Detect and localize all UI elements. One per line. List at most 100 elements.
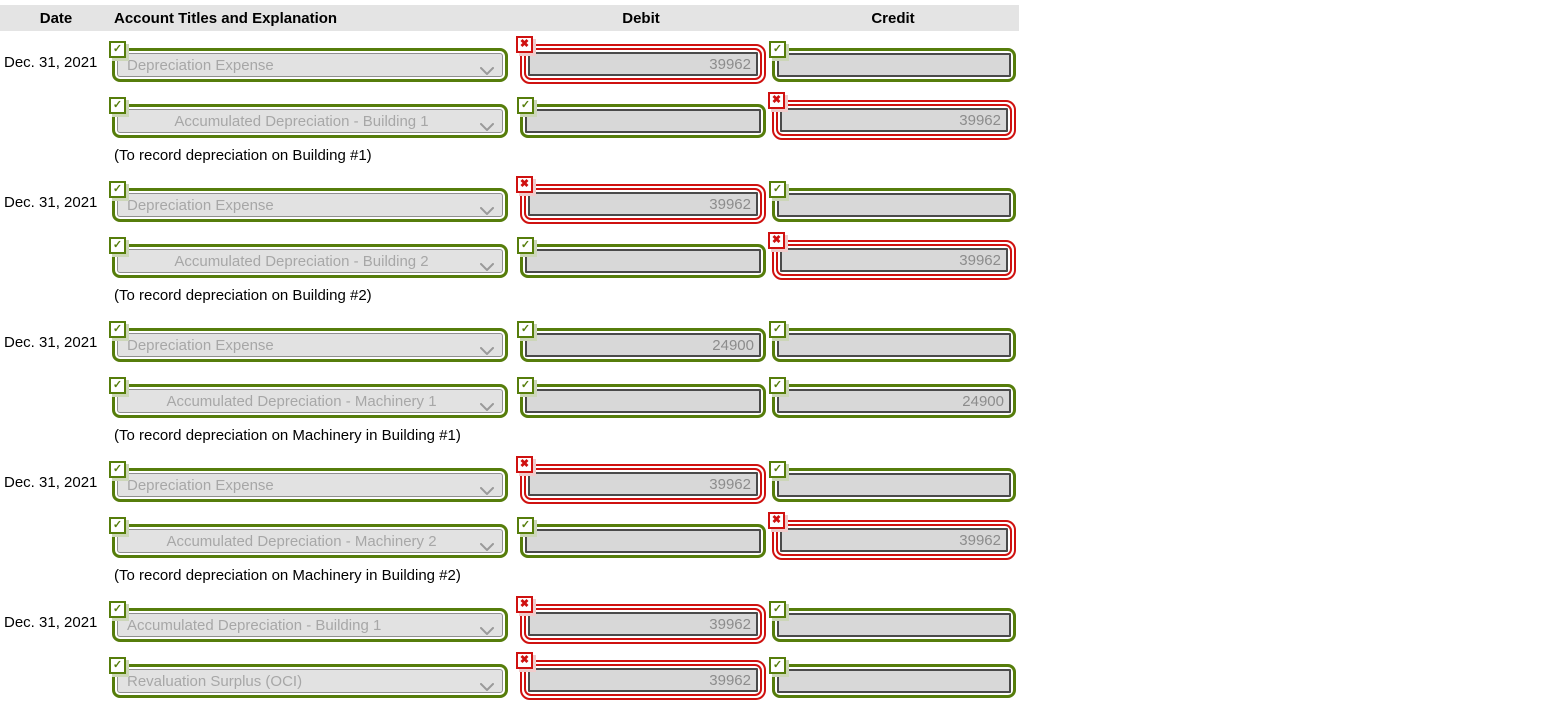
credit-input[interactable]	[780, 528, 1008, 552]
journal-line: ✓ Accumulated Depreciation - Machinery 1 ✓…	[0, 367, 1556, 423]
entry-date-cell: Dec. 31, 2021	[0, 328, 112, 351]
credit-input[interactable]	[777, 669, 1011, 693]
entry-date-cell	[0, 384, 112, 390]
debit-input[interactable]	[528, 668, 758, 692]
credit-input[interactable]	[780, 108, 1008, 132]
account-field-inner: Accumulated Depreciation - Building 2	[117, 249, 503, 273]
entry-explanation: (To record depreciation on Building #2)	[114, 287, 372, 304]
debit-field: ✖	[516, 176, 766, 224]
account-select[interactable]: Accumulated Depreciation - Machinery 2	[117, 529, 503, 553]
correct-check-icon: ✓	[109, 41, 126, 58]
credit-cell: ✓	[768, 181, 1018, 222]
incorrect-x-icon: ✖	[768, 232, 785, 249]
credit-field: ✖	[768, 92, 1016, 140]
chevron-down-icon	[480, 482, 494, 500]
credit-field: ✓	[769, 41, 1016, 82]
credit-field-inner	[777, 53, 1011, 77]
credit-cell: ✓	[768, 377, 1018, 418]
column-header-date: Date	[39, 9, 73, 27]
account-select[interactable]: Depreciation Expense	[117, 193, 503, 217]
account-select[interactable]: Revaluation Surplus (OCI)	[117, 669, 503, 693]
entry-date-cell	[0, 664, 112, 670]
debit-input[interactable]	[528, 612, 758, 636]
debit-cell: ✓	[514, 517, 768, 558]
chevron-down-icon	[480, 258, 494, 276]
credit-input[interactable]	[777, 613, 1011, 637]
credit-field-inner	[777, 473, 1011, 497]
debit-input[interactable]	[528, 52, 758, 76]
account-field-inner: Depreciation Expense	[117, 333, 503, 357]
account-field: ✓ Depreciation Expense	[109, 41, 508, 82]
entry-date: Dec. 31, 2021	[4, 474, 98, 491]
journal-line: Dec. 31, 2021✓Depreciation Expense✓✓	[0, 311, 1556, 367]
chevron-down-icon	[480, 118, 494, 136]
correct-check-icon: ✓	[109, 377, 126, 394]
credit-input[interactable]	[777, 53, 1011, 77]
entry-date-cell: Dec. 31, 2021	[0, 468, 112, 491]
entry-explanation-row: (To record depreciation on Machinery in …	[0, 423, 1556, 451]
entry-explanation: (To record depreciation on Machinery in …	[114, 567, 461, 584]
account-select[interactable]: Depreciation Expense	[117, 473, 503, 497]
correct-check-icon: ✓	[517, 377, 534, 394]
credit-cell: ✖	[768, 512, 1018, 560]
correct-check-icon: ✓	[769, 657, 786, 674]
debit-field: ✓	[517, 377, 766, 418]
account-field-inner: Depreciation Expense	[117, 473, 503, 497]
debit-input[interactable]	[525, 529, 761, 553]
chevron-down-icon	[480, 342, 494, 360]
account-field: ✓ Accumulated Depreciation - Building 2	[109, 237, 508, 278]
account-select[interactable]: Depreciation Expense	[117, 333, 503, 357]
chevron-down-icon	[480, 678, 494, 696]
credit-input[interactable]	[777, 389, 1011, 413]
debit-cell: ✓	[514, 237, 768, 278]
journal-entries: Dec. 31, 2021✓Depreciation Expense✖✓✓Acc…	[0, 31, 1556, 703]
correct-check-icon: ✓	[517, 517, 534, 534]
account-select-value: Accumulated Depreciation - Building 1	[174, 112, 429, 130]
debit-input[interactable]	[525, 389, 761, 413]
entry-date: Dec. 31, 2021	[4, 194, 98, 211]
correct-check-icon: ✓	[109, 657, 126, 674]
credit-input[interactable]	[777, 333, 1011, 357]
entry-explanation: (To record depreciation on Machinery in …	[114, 427, 461, 444]
incorrect-x-icon: ✖	[516, 456, 533, 473]
journal-line: ✓ Accumulated Depreciation - Machinery 2 ✓…	[0, 507, 1556, 563]
entry-explanation-row: (To record depreciation on Building #1)	[0, 143, 1556, 171]
incorrect-x-icon: ✖	[516, 36, 533, 53]
correct-check-icon: ✓	[109, 97, 126, 114]
credit-input[interactable]	[777, 193, 1011, 217]
account-select[interactable]: Accumulated Depreciation - Building 2	[117, 249, 503, 273]
debit-field: ✓	[517, 237, 766, 278]
chevron-down-icon	[480, 62, 494, 80]
account-cell: ✓ Accumulated Depreciation - Building 1	[109, 601, 514, 642]
debit-input[interactable]	[528, 192, 758, 216]
credit-input[interactable]	[780, 248, 1008, 272]
journal-line: Dec. 31, 2021✓Depreciation Expense✖✓	[0, 31, 1556, 87]
credit-field-inner	[777, 669, 1011, 693]
credit-field: ✓	[769, 321, 1016, 362]
debit-input[interactable]	[525, 333, 761, 357]
debit-input[interactable]	[525, 249, 761, 273]
chevron-down-icon	[480, 622, 494, 640]
account-cell: ✓ Accumulated Depreciation - Building 2	[109, 237, 514, 278]
account-select[interactable]: Accumulated Depreciation - Building 1	[117, 109, 503, 133]
journal-entry: Dec. 31, 2021✓Depreciation Expense✖✓✓Acc…	[0, 451, 1556, 591]
account-select[interactable]: Accumulated Depreciation - Machinery 1	[117, 389, 503, 413]
credit-cell: ✖	[768, 92, 1018, 140]
debit-input[interactable]	[525, 109, 761, 133]
correct-check-icon: ✓	[109, 237, 126, 254]
account-select[interactable]: Depreciation Expense	[117, 53, 503, 77]
journal-line: Dec. 31, 2021 ✓ Accumulated Depreciation -…	[0, 591, 1556, 647]
entry-date: Dec. 31, 2021	[4, 334, 98, 351]
account-cell: ✓ Accumulated Depreciation - Machinery 2	[109, 517, 514, 558]
account-select-value: Depreciation Expense	[127, 476, 274, 494]
account-select[interactable]: Accumulated Depreciation - Building 1	[117, 613, 503, 637]
journal-entry: Dec. 31, 2021✓Depreciation Expense✓✓✓Acc…	[0, 311, 1556, 451]
credit-field-inner	[776, 104, 1012, 136]
debit-input[interactable]	[528, 472, 758, 496]
debit-field-inner	[525, 249, 761, 273]
credit-input[interactable]	[777, 473, 1011, 497]
account-select-value: Accumulated Depreciation - Building 1	[127, 616, 382, 634]
chevron-down-icon	[480, 398, 494, 416]
entry-explanation-row: (To record depreciation on Machinery in …	[0, 563, 1556, 591]
incorrect-x-icon: ✖	[516, 652, 533, 669]
